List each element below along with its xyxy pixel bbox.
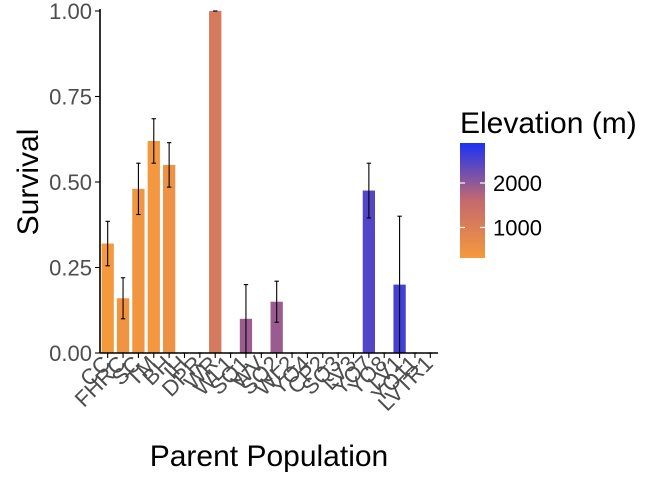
y-tick-label: 0.00 bbox=[49, 341, 92, 366]
error-bar-yo7 bbox=[366, 162, 372, 219]
bar-yo7 bbox=[362, 190, 376, 353]
x-ticks: CCFHRCSCTMBHIHDPRWRWL1SQ1WVSQ2WL2YO4CP2S… bbox=[70, 351, 438, 416]
bar-tm bbox=[147, 140, 160, 353]
bar-sc bbox=[132, 188, 145, 353]
bar-sq2 bbox=[270, 301, 283, 353]
legend-colorbar bbox=[460, 143, 485, 258]
elevation-legend: Elevation (m) 1000 2000 bbox=[460, 107, 637, 258]
error-bar-bh bbox=[166, 142, 172, 188]
error-bar-sc bbox=[136, 162, 141, 216]
axes-layer bbox=[99, 9, 438, 354]
bar-wr bbox=[209, 11, 222, 353]
y-tick-label: 0.25 bbox=[49, 256, 92, 281]
error-bar-sq2 bbox=[274, 280, 279, 323]
error-bar-tm bbox=[151, 118, 156, 164]
legend-title: Elevation (m) bbox=[460, 107, 637, 140]
bars-layer bbox=[101, 11, 406, 353]
bar-fhrc bbox=[116, 298, 130, 353]
y-tick-label: 0.75 bbox=[49, 85, 92, 110]
y-ticks: 0.00 0.25 0.50 0.75 1.00 bbox=[49, 0, 100, 366]
legend-ticks: 1000 2000 bbox=[460, 171, 542, 240]
error-bar-cc bbox=[105, 220, 110, 267]
y-tick-label: 1.00 bbox=[49, 0, 92, 24]
x-axis-title: Parent Population bbox=[150, 440, 389, 473]
error-bar-fhrc bbox=[120, 277, 126, 320]
legend-tick-label: 1000 bbox=[493, 215, 542, 240]
y-tick-label: 0.50 bbox=[49, 170, 92, 195]
bar-cc bbox=[101, 243, 114, 353]
bar-bh bbox=[162, 164, 176, 353]
legend-tick-label: 2000 bbox=[493, 171, 542, 196]
y-axis-title: Survival bbox=[12, 129, 45, 236]
